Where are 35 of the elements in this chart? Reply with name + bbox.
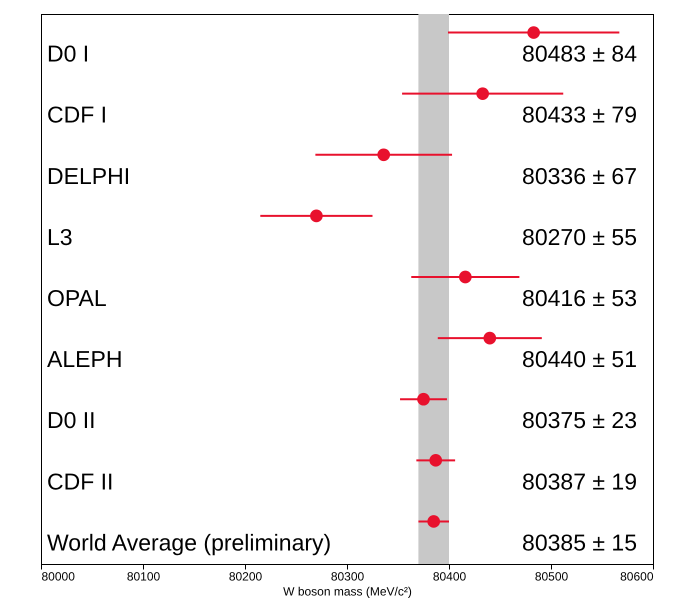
point [429, 454, 442, 467]
point [310, 210, 323, 222]
point [377, 148, 390, 162]
x-tick-label: 80600 [620, 570, 654, 584]
point [417, 392, 430, 406]
y-tick-label: ALEPH [47, 346, 122, 372]
y-tick-label: CDF I [47, 102, 108, 128]
x-tick-label: 80000 [42, 570, 76, 584]
annotation: 80416 ± 53 [522, 285, 637, 311]
point [427, 515, 440, 528]
y-tick-label: CDF II [47, 468, 114, 494]
annotation: 80336 ± 67 [522, 162, 637, 189]
annotation: 80375 ± 23 [522, 407, 637, 434]
point [483, 332, 496, 344]
y-tick-label: OPAL [47, 285, 107, 311]
x-tick-label: 80100 [126, 570, 161, 584]
x-tick-label: 80300 [330, 570, 365, 584]
y-tick-label: D0 I [47, 40, 90, 67]
annotation: 80483 ± 84 [522, 40, 638, 67]
annotation: 80270 ± 55 [522, 224, 637, 250]
point [527, 26, 540, 39]
x-axis-title: W boson mass (MeV/c²) [283, 584, 412, 598]
annotation: 80387 ± 19 [522, 468, 637, 494]
y-tick-label: D0 II [47, 407, 96, 434]
annotation: 80440 ± 51 [522, 346, 637, 372]
point [458, 270, 472, 284]
y-tick-label: World Average (preliminary) [47, 529, 332, 556]
y-tick-label: L3 [47, 224, 73, 250]
x-tick-label: 80400 [432, 570, 467, 584]
x-tick-label: 80500 [534, 570, 569, 584]
annotation: 80433 ± 79 [522, 102, 637, 128]
annotation: 80385 ± 15 [522, 529, 637, 556]
point [476, 87, 489, 100]
x-tick-label: 80200 [228, 570, 263, 584]
y-tick-label: DELPHI [47, 162, 130, 189]
